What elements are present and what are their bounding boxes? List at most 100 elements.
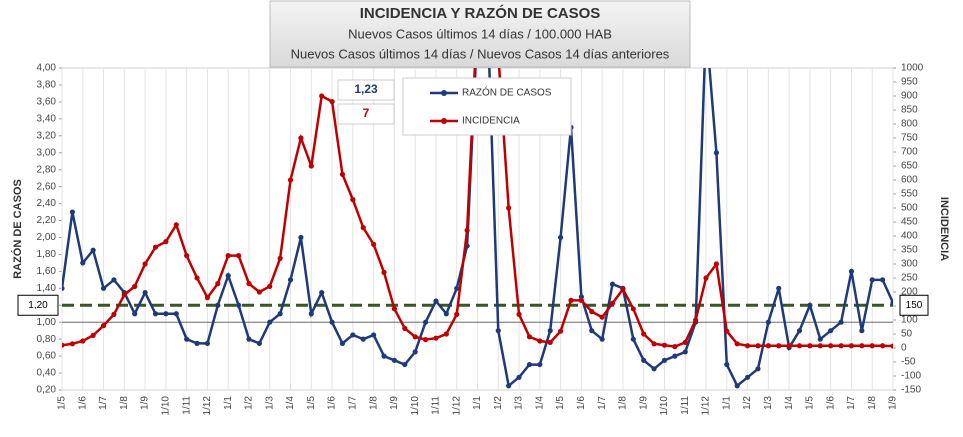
data-point [744, 374, 751, 380]
data-point [765, 343, 771, 349]
y2-tick-label: 350 [901, 245, 918, 256]
x-tick-label: 1/10 [659, 396, 670, 416]
reference-label: 1,20 [28, 300, 48, 311]
y-tick-label: 3,40 [37, 113, 57, 124]
data-point [371, 332, 377, 338]
data-point [506, 383, 512, 389]
x-tick-label: 1/12 [202, 396, 213, 416]
y2-tick-label: 800 [901, 119, 918, 130]
y2-tick-label: 600 [901, 175, 918, 186]
subtitle: Nuevos Casos últimos 14 días / 100.000 H… [348, 26, 612, 41]
data-point [287, 177, 294, 183]
x-tick-label: 1/11 [181, 396, 192, 415]
title-box [269, 0, 691, 68]
x-tick-label: 1/5 [805, 396, 816, 410]
x-tick-label: 1/2 [742, 396, 753, 410]
data-point [350, 332, 356, 338]
x-tick-label: 1/9 [389, 396, 400, 410]
y2-tick-label: 500 [901, 203, 918, 214]
data-point [371, 241, 377, 247]
data-point [869, 277, 875, 283]
x-tick-label: 1/8 [368, 396, 379, 410]
data-point [547, 328, 553, 334]
data-point [339, 171, 346, 177]
x-tick-label: 1/11 [680, 396, 691, 415]
x-tick-label: 1/11 [431, 396, 442, 415]
x-tick-label: 1/5 [306, 396, 317, 410]
y2-tick-label: 1000 [901, 63, 924, 74]
data-point [80, 260, 86, 266]
data-point [859, 343, 865, 349]
data-point [755, 343, 761, 349]
data-point [796, 343, 803, 349]
data-point [235, 253, 242, 259]
data-point [308, 163, 314, 169]
data-point [69, 341, 75, 347]
data-point [651, 366, 657, 372]
series-line [62, 68, 893, 348]
data-point [412, 334, 418, 340]
data-point [703, 275, 709, 281]
chart-title: INCIDENCIA Y RAZÓN DE CASOS [360, 4, 601, 22]
y2-tick-label: 650 [901, 161, 918, 172]
y-tick-label: 2,80 [37, 164, 57, 175]
data-point [724, 328, 730, 334]
x-tick-label: 1/9 [140, 396, 151, 410]
y-tick-label: 4,00 [37, 63, 57, 74]
data-point [132, 311, 138, 317]
data-point [267, 319, 273, 325]
data-point [495, 328, 501, 334]
data-point [152, 244, 159, 250]
data-point [454, 311, 460, 317]
y-tick-label: 2,60 [37, 181, 57, 192]
data-point [225, 253, 231, 259]
data-point [412, 349, 418, 355]
data-point [537, 338, 543, 344]
data-point [443, 331, 449, 337]
y-tick-label: 2,20 [37, 215, 57, 226]
data-point [308, 311, 314, 317]
data-point [433, 298, 439, 304]
data-point [267, 283, 273, 289]
data-point [817, 336, 823, 342]
data-point [599, 314, 605, 320]
series-line [62, 68, 893, 389]
x-tick-label: 1/6 [825, 396, 836, 410]
data-point [454, 285, 460, 291]
data-point [194, 275, 200, 281]
y-tick-label: 2,00 [37, 232, 57, 243]
data-point [256, 289, 262, 295]
data-point [277, 255, 283, 261]
data-point [630, 306, 636, 312]
x-tick-label: 1/1 [472, 396, 483, 410]
data-point [184, 253, 190, 259]
x-tick-label: 1/6 [327, 396, 338, 410]
data-point [62, 342, 65, 348]
y2-tick-label: 300 [901, 259, 918, 270]
data-point [838, 343, 844, 349]
legend-box [402, 77, 572, 136]
data-point [641, 357, 647, 363]
data-point [204, 340, 211, 346]
x-tick-label: 1/8 [867, 396, 878, 410]
data-point [391, 306, 397, 312]
data-point [776, 285, 782, 291]
y-tick-label: 1,40 [37, 283, 57, 294]
data-point [464, 227, 470, 233]
y-tick-label: 1,00 [37, 317, 57, 328]
data-point [381, 269, 387, 275]
y-tick-label: 0,60 [37, 351, 57, 362]
data-point [796, 328, 803, 334]
reference-label-box [17, 294, 59, 316]
y-tick-label: 1,80 [37, 249, 57, 260]
data-point [100, 323, 107, 329]
data-point [506, 205, 512, 211]
data-point [661, 342, 668, 348]
data-point [765, 319, 771, 325]
y2-tick-label: 850 [901, 105, 918, 116]
data-point [402, 325, 408, 331]
data-point [630, 336, 636, 342]
data-point [880, 343, 886, 349]
y-tick-label: 0,20 [37, 385, 57, 396]
x-tick-label: 1/6 [77, 396, 88, 410]
